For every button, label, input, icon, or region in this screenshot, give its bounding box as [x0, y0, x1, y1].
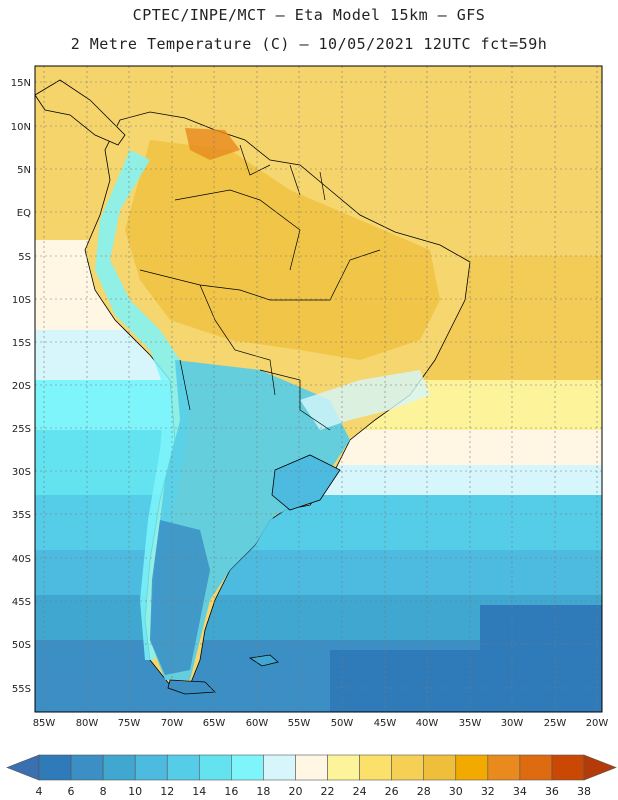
colorbar-level-label: 12 — [160, 785, 174, 798]
lon-label: 25W — [544, 718, 567, 729]
colorbar-level-label: 10 — [128, 785, 142, 798]
colorbar-swatch — [551, 754, 585, 781]
lon-label: 60W — [246, 718, 269, 729]
colorbar-swatch — [359, 754, 392, 781]
tierra-del-fuego — [167, 679, 216, 695]
colorbar-swatch — [423, 754, 457, 781]
colorbar-level-label: 24 — [353, 785, 367, 798]
colorbar-swatch — [70, 754, 104, 781]
colorbar-level-label: 32 — [481, 785, 495, 798]
colorbar-level-label: 22 — [321, 785, 335, 798]
colorbar-swatch — [327, 754, 360, 781]
colorbar-level-label: 38 — [577, 785, 591, 798]
lon-label: 75W — [118, 718, 141, 729]
colorbar-level-label: 18 — [256, 785, 270, 798]
lon-label: 35W — [459, 718, 482, 729]
colorbar-level-label: 20 — [288, 785, 302, 798]
lon-label: 45W — [374, 718, 397, 729]
colorbar-swatch — [134, 754, 168, 781]
lat-label: 5S — [18, 252, 31, 263]
colorbar-swatch — [295, 754, 328, 781]
colorbar-level-label: 8 — [100, 785, 107, 798]
lat-label: 15S — [12, 338, 31, 349]
lon-label: 50W — [331, 718, 354, 729]
lat-label: 55S — [12, 684, 31, 695]
colorbar-swatch — [198, 754, 232, 781]
lat-label: 25S — [12, 424, 31, 435]
colorbar-level-label: 34 — [513, 785, 527, 798]
latitude-labels: 15N 10N 5N EQ 5S 10S 15S 20S 25S 30S 35S… — [11, 78, 31, 695]
colorbar-level-label: 26 — [385, 785, 399, 798]
map-field — [35, 66, 602, 712]
lon-label: 85W — [33, 718, 56, 729]
colorbar-swatch — [231, 754, 264, 781]
colorbar-level-label: 30 — [449, 785, 463, 798]
colorbar-level-label: 4 — [36, 785, 43, 798]
lon-label: 30W — [501, 718, 524, 729]
lon-label: 65W — [203, 718, 226, 729]
band-6-east — [480, 605, 602, 655]
venezuela-hot-spot — [185, 128, 240, 160]
band-12 — [35, 550, 602, 600]
colorbar-level-label: 36 — [545, 785, 559, 798]
colorbar-swatch — [487, 754, 521, 781]
colorbar-swatch — [38, 754, 72, 781]
colorbar-level-label: 28 — [417, 785, 431, 798]
colorbar-arrow-low — [6, 754, 40, 781]
colorbar-arrow-high — [583, 754, 617, 781]
lat-label: 30S — [12, 467, 31, 478]
patagonia-cold-region — [150, 520, 210, 675]
lat-label: 10S — [12, 295, 31, 306]
lon-label: 40W — [416, 718, 439, 729]
colorbar-level-label: 16 — [224, 785, 238, 798]
colorbar-level-label: 6 — [68, 785, 75, 798]
colorbar-swatch — [519, 754, 553, 781]
lat-label: EQ — [17, 208, 31, 219]
colorbar-swatch — [263, 754, 296, 781]
colorbar-level-label: 14 — [192, 785, 206, 798]
lat-label: 40S — [12, 554, 31, 565]
lon-label: 55W — [288, 718, 311, 729]
colorbar-swatch — [391, 754, 425, 781]
colorbar: 4 6 8 10 12 14 16 18 20 22 24 26 28 30 32 34 36 38 — [6, 754, 617, 798]
central-america-landmass — [35, 79, 126, 146]
chart-title-line-1: CPTEC/INPE/MCT – Eta Model 15km – GFS — [132, 6, 486, 24]
colorbar-swatch — [102, 754, 136, 781]
atlantic-band-22 — [320, 430, 602, 470]
band-6 — [330, 650, 602, 712]
uruguay-region — [271, 454, 341, 511]
lat-label: 5N — [17, 165, 31, 176]
lat-label: 35S — [12, 510, 31, 521]
lat-label: 45S — [12, 597, 31, 608]
lon-label: 70W — [161, 718, 184, 729]
lon-label: 80W — [76, 718, 99, 729]
band-14 — [35, 495, 602, 555]
chart-title-line-2: 2 Metre Temperature (C) – 10/05/2021 12U… — [70, 35, 548, 53]
lat-label: 15N — [11, 78, 31, 89]
lat-label: 20S — [12, 381, 31, 392]
southeast-brazil-cool-patch — [300, 370, 430, 430]
longitude-labels: 85W 80W 75W 70W 65W 60W 55W 50W 45W 40W … — [33, 718, 609, 729]
map-frame — [34, 65, 603, 713]
colorbar-swatch — [455, 754, 489, 781]
lat-label: 50S — [12, 640, 31, 651]
lon-label: 20W — [586, 718, 609, 729]
lat-label: 10N — [11, 122, 31, 133]
colorbar-swatch — [166, 754, 200, 781]
